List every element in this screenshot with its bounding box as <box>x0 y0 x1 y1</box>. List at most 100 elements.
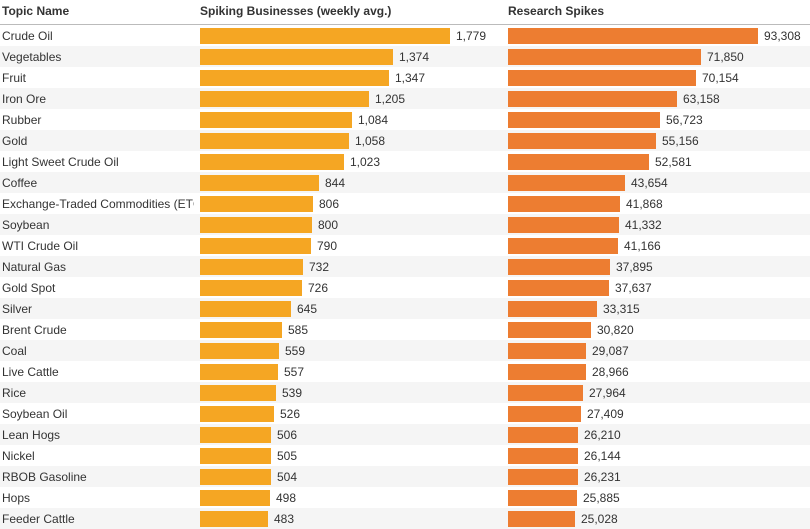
research-value: 43,654 <box>631 176 668 190</box>
research-bar-cell: 27,964 <box>502 382 810 403</box>
spiking-bar-cell: 1,374 <box>194 46 502 67</box>
spiking-bar <box>200 112 352 128</box>
spiking-value: 844 <box>325 176 345 190</box>
spiking-bar <box>200 154 344 170</box>
spiking-bar <box>200 385 276 401</box>
topic-name-cell: Brent Crude <box>0 319 194 340</box>
research-value: 41,166 <box>624 239 661 253</box>
research-bar-cell: 63,158 <box>502 88 810 109</box>
topic-name-cell: Soybean <box>0 214 194 235</box>
research-bar-cell: 71,850 <box>502 46 810 67</box>
research-bar <box>508 28 758 44</box>
spiking-bar <box>200 343 279 359</box>
topic-name-cell: Gold Spot <box>0 277 194 298</box>
spiking-value: 726 <box>308 281 328 295</box>
research-bar <box>508 280 609 296</box>
spiking-bar <box>200 490 270 506</box>
research-bar-cell: 25,885 <box>502 487 810 508</box>
topic-name-cell: Soybean Oil <box>0 403 194 424</box>
topic-name-cell: Nickel <box>0 445 194 466</box>
spiking-bar <box>200 70 389 86</box>
spiking-bar-cell: 790 <box>194 235 502 256</box>
spiking-value: 800 <box>318 218 338 232</box>
spiking-value: 790 <box>317 239 337 253</box>
research-bar-cell: 27,409 <box>502 403 810 424</box>
research-value: 26,144 <box>584 449 621 463</box>
spiking-value: 539 <box>282 386 302 400</box>
research-bar <box>508 469 578 485</box>
research-bar-cell: 43,654 <box>502 172 810 193</box>
research-bar-cell: 28,966 <box>502 361 810 382</box>
research-bar <box>508 238 618 254</box>
research-bar-cell: 55,156 <box>502 130 810 151</box>
research-bar <box>508 406 581 422</box>
spiking-value: 559 <box>285 344 305 358</box>
research-value: 27,409 <box>587 407 624 421</box>
topic-name-cell: Iron Ore <box>0 88 194 109</box>
research-bar-cell: 37,637 <box>502 277 810 298</box>
topic-name-cell: Coffee <box>0 172 194 193</box>
research-bar-cell: 41,868 <box>502 193 810 214</box>
spiking-bar <box>200 322 282 338</box>
research-value: 28,966 <box>592 365 629 379</box>
research-value: 63,158 <box>683 92 720 106</box>
spiking-value: 557 <box>284 365 304 379</box>
spiking-bar-cell: 1,205 <box>194 88 502 109</box>
topic-name-cell: Vegetables <box>0 46 194 67</box>
research-bar-cell: 30,820 <box>502 319 810 340</box>
spiking-value: 504 <box>277 470 297 484</box>
research-bar <box>508 259 610 275</box>
research-bar <box>508 322 591 338</box>
spiking-bar <box>200 301 291 317</box>
topic-name-cell: Fruit <box>0 67 194 88</box>
research-bar <box>508 511 575 527</box>
topic-name-cell: RBOB Gasoline <box>0 466 194 487</box>
research-value: 30,820 <box>597 323 634 337</box>
topic-name-cell: Silver <box>0 298 194 319</box>
spiking-bar <box>200 49 393 65</box>
spiking-bar-cell: 1,347 <box>194 67 502 88</box>
research-bar <box>508 301 597 317</box>
spiking-value: 1,084 <box>358 113 388 127</box>
spiking-bar-cell: 498 <box>194 487 502 508</box>
research-value: 33,315 <box>603 302 640 316</box>
research-bar <box>508 448 578 464</box>
spiking-bar-cell: 645 <box>194 298 502 319</box>
spiking-bar-cell: 732 <box>194 256 502 277</box>
research-value: 25,885 <box>583 491 620 505</box>
research-bar <box>508 490 577 506</box>
spiking-bar-cell: 559 <box>194 340 502 361</box>
research-bar <box>508 49 701 65</box>
spiking-bar-cell: 1,084 <box>194 109 502 130</box>
spiking-bar <box>200 217 312 233</box>
spiking-bar-cell: 557 <box>194 361 502 382</box>
spiking-bar <box>200 28 450 44</box>
spiking-bar-cell: 526 <box>194 403 502 424</box>
research-bar <box>508 91 677 107</box>
topic-name-cell: Coal <box>0 340 194 361</box>
research-value: 71,850 <box>707 50 744 64</box>
spiking-bar <box>200 91 369 107</box>
research-value: 25,028 <box>581 512 618 526</box>
research-bar <box>508 385 583 401</box>
research-value: 52,581 <box>655 155 692 169</box>
research-bar-cell: 37,895 <box>502 256 810 277</box>
research-bar-cell: 26,144 <box>502 445 810 466</box>
spiking-bar-cell: 539 <box>194 382 502 403</box>
spiking-value: 1,058 <box>355 134 385 148</box>
research-bar <box>508 196 620 212</box>
spiking-bar <box>200 469 271 485</box>
spiking-bar-cell: 505 <box>194 445 502 466</box>
spiking-value: 483 <box>274 512 294 526</box>
spiking-bar-cell: 726 <box>194 277 502 298</box>
spiking-value: 732 <box>309 260 329 274</box>
spiking-bar <box>200 280 302 296</box>
research-value: 41,868 <box>626 197 663 211</box>
spiking-bar <box>200 448 271 464</box>
spiking-value: 1,347 <box>395 71 425 85</box>
topic-name-cell: Crude Oil <box>0 25 194 46</box>
column-header-topic: Topic Name <box>0 0 194 25</box>
commodity-table: Topic Name Spiking Businesses (weekly av… <box>0 0 810 529</box>
spiking-bar <box>200 196 313 212</box>
spiking-bar-cell: 1,058 <box>194 130 502 151</box>
